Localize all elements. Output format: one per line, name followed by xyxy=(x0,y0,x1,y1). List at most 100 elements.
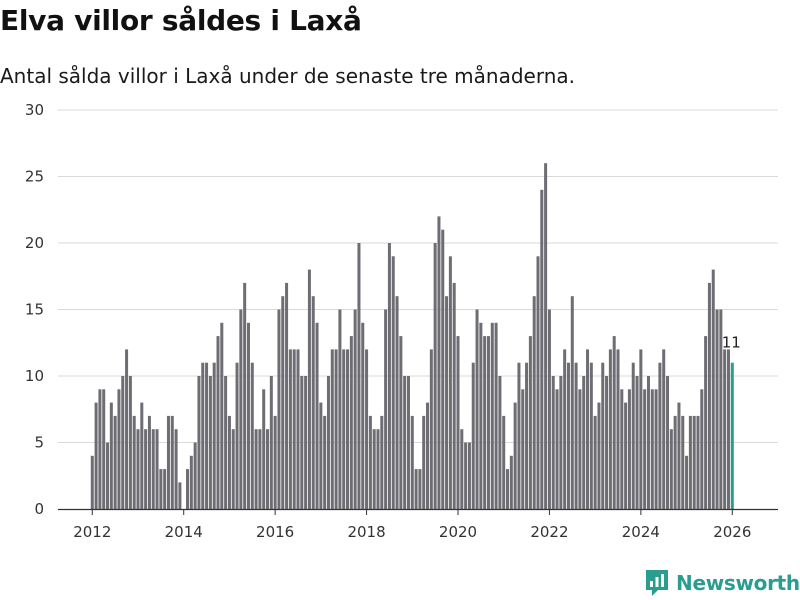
bar xyxy=(467,442,471,509)
x-tick-label: 2012 xyxy=(73,523,111,541)
bar xyxy=(551,376,555,509)
x-tick-label: 2022 xyxy=(530,523,568,541)
bar xyxy=(376,429,380,509)
y-tick-label: 15 xyxy=(25,301,44,319)
bar xyxy=(163,469,167,509)
y-tick-label: 25 xyxy=(25,168,44,186)
bar xyxy=(445,296,449,509)
x-tick-label: 2016 xyxy=(256,523,294,541)
bar xyxy=(601,362,605,509)
bar xyxy=(231,429,235,509)
bar xyxy=(418,469,422,509)
bar xyxy=(304,376,308,509)
bar xyxy=(433,243,437,509)
bar xyxy=(106,442,110,509)
bar xyxy=(555,389,559,509)
bar xyxy=(346,349,350,509)
bar xyxy=(246,322,250,509)
bar xyxy=(296,349,300,509)
x-tick-label: 2026 xyxy=(713,523,751,541)
bar xyxy=(380,415,384,509)
bar xyxy=(517,362,521,509)
bar xyxy=(193,442,197,509)
bar xyxy=(399,336,403,509)
bar xyxy=(178,482,182,509)
bar xyxy=(506,469,510,509)
bar xyxy=(666,376,670,509)
y-tick-label: 20 xyxy=(25,234,44,252)
bar xyxy=(342,349,346,509)
bar xyxy=(528,336,532,509)
y-tick-label: 5 xyxy=(34,434,44,452)
bar xyxy=(403,376,407,509)
bar xyxy=(643,389,647,509)
bar xyxy=(688,415,692,509)
bar xyxy=(593,415,597,509)
bar xyxy=(429,349,433,509)
newsworthy-brand[interactable]: Newsworthy xyxy=(644,568,800,598)
bar xyxy=(475,309,479,509)
bar xyxy=(326,376,330,509)
bar xyxy=(288,349,292,509)
bar xyxy=(144,429,148,509)
bar xyxy=(589,362,593,509)
bar xyxy=(441,229,445,509)
bar xyxy=(685,455,689,509)
bar xyxy=(269,376,273,509)
bar xyxy=(330,349,334,509)
bar xyxy=(132,415,136,509)
brand-name: Newsworthy xyxy=(676,571,800,595)
bar xyxy=(98,389,102,509)
axes xyxy=(58,508,778,515)
bar xyxy=(140,402,144,509)
bar xyxy=(566,362,570,509)
bar xyxy=(490,322,494,509)
bar xyxy=(159,469,163,509)
bar xyxy=(586,349,590,509)
bar xyxy=(368,415,372,509)
bar xyxy=(212,362,216,509)
gridlines xyxy=(58,109,778,443)
bar xyxy=(136,429,140,509)
axis-labels: 0 5 10 15 20 25 30 11 2012 2014 2016 2018 2020 2022 20… xyxy=(25,101,751,541)
bar xyxy=(525,362,529,509)
bar xyxy=(235,362,239,509)
bar xyxy=(365,349,369,509)
bar xyxy=(627,389,631,509)
bar xyxy=(723,349,727,509)
bar xyxy=(117,389,121,509)
bar xyxy=(715,309,719,509)
bar xyxy=(452,282,456,509)
bar xyxy=(262,389,266,509)
bar xyxy=(563,349,567,509)
bar xyxy=(471,362,475,509)
bar xyxy=(307,269,311,509)
bar xyxy=(612,336,616,509)
bar xyxy=(448,256,452,509)
bar xyxy=(361,322,365,509)
bar xyxy=(700,389,704,509)
bar xyxy=(677,402,681,509)
bar xyxy=(658,362,662,509)
bar xyxy=(574,362,578,509)
chart-title: Elva villor såldes i Laxå xyxy=(0,4,362,37)
bar xyxy=(650,389,654,509)
bar xyxy=(311,296,315,509)
bar xyxy=(437,216,441,509)
bar xyxy=(186,469,190,509)
bar xyxy=(616,349,620,509)
bar xyxy=(121,376,125,509)
bar xyxy=(285,282,289,509)
bar xyxy=(654,389,658,509)
chart-subtitle: Antal sålda villor i Laxå under de senas… xyxy=(0,64,575,88)
bar xyxy=(673,415,677,509)
y-tick-label: 0 xyxy=(34,500,44,518)
bar xyxy=(102,389,106,509)
bar xyxy=(384,309,388,509)
bar xyxy=(456,336,460,509)
bar xyxy=(372,429,376,509)
bar xyxy=(570,296,574,509)
bar xyxy=(353,309,357,509)
bar xyxy=(155,429,159,509)
bar xyxy=(460,429,464,509)
